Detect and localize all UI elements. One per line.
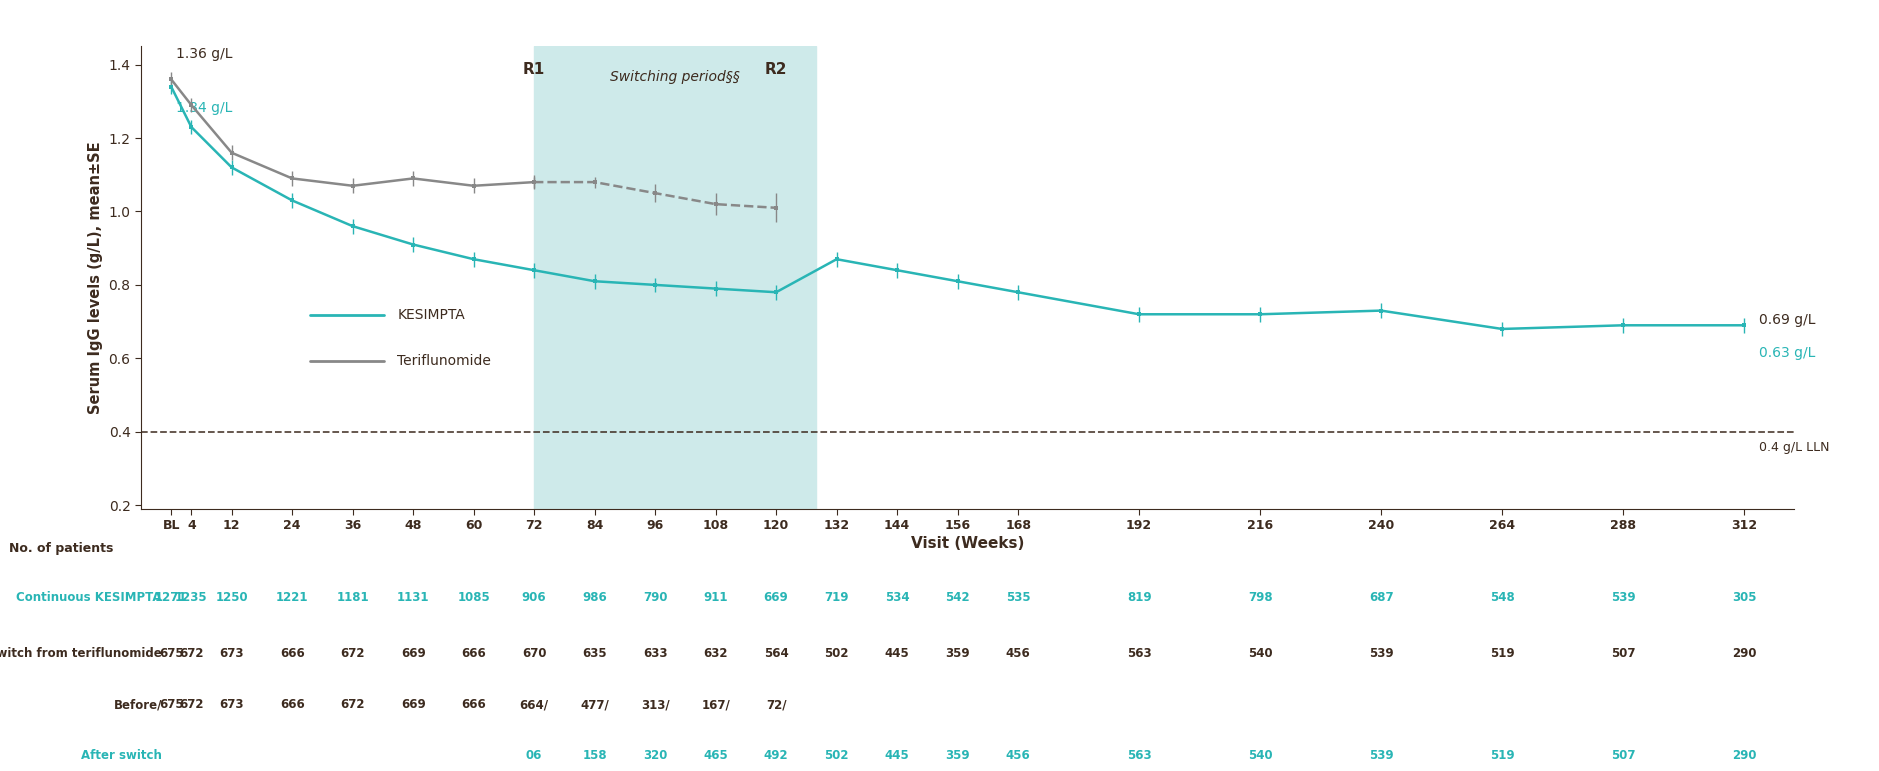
Text: 666: 666 xyxy=(460,648,487,661)
Text: 539: 539 xyxy=(1610,591,1635,604)
Text: 672: 672 xyxy=(179,648,203,661)
Text: 666: 666 xyxy=(280,648,304,661)
Text: 911: 911 xyxy=(703,591,727,604)
Text: 1250: 1250 xyxy=(216,591,248,604)
Text: 290: 290 xyxy=(1732,648,1757,661)
Text: 507: 507 xyxy=(1610,648,1635,661)
Text: 687: 687 xyxy=(1368,591,1394,604)
Text: 359: 359 xyxy=(945,648,970,661)
Text: 456: 456 xyxy=(1005,749,1030,763)
Text: 664/: 664/ xyxy=(520,699,549,712)
Text: 465: 465 xyxy=(703,749,727,763)
Text: 719: 719 xyxy=(825,591,849,604)
Text: 672: 672 xyxy=(340,699,365,712)
Text: Teriflunomide: Teriflunomide xyxy=(396,354,490,368)
Text: 0.4 g/L LLN: 0.4 g/L LLN xyxy=(1759,441,1830,454)
Text: 158: 158 xyxy=(582,749,607,763)
Text: 540: 540 xyxy=(1248,648,1272,661)
Text: 0.69 g/L: 0.69 g/L xyxy=(1759,313,1815,327)
Text: 72/: 72/ xyxy=(767,699,787,712)
Text: 1221: 1221 xyxy=(276,591,308,604)
Text: 548: 548 xyxy=(1490,591,1514,604)
Text: 519: 519 xyxy=(1490,648,1514,661)
Text: Continuous KESIMPTA: Continuous KESIMPTA xyxy=(17,591,162,604)
Text: 167/: 167/ xyxy=(701,699,731,712)
Y-axis label: Serum IgG levels (g/L), mean±SE: Serum IgG levels (g/L), mean±SE xyxy=(88,141,103,414)
Text: 666: 666 xyxy=(280,699,304,712)
Text: 819: 819 xyxy=(1127,591,1152,604)
Text: After switch: After switch xyxy=(81,749,162,763)
Text: Before/: Before/ xyxy=(113,699,162,712)
Text: 320: 320 xyxy=(643,749,667,763)
Text: 542: 542 xyxy=(945,591,970,604)
Text: 359: 359 xyxy=(945,749,970,763)
Text: 669: 669 xyxy=(400,699,425,712)
Text: 305: 305 xyxy=(1732,591,1757,604)
Text: 906: 906 xyxy=(522,591,547,604)
Text: 0.63 g/L: 0.63 g/L xyxy=(1759,346,1815,360)
Text: Switch from teriflunomide: Switch from teriflunomide xyxy=(0,648,162,661)
Text: 563: 563 xyxy=(1127,749,1152,763)
Text: 445: 445 xyxy=(885,749,909,763)
Text: 1131: 1131 xyxy=(396,591,430,604)
Text: 673: 673 xyxy=(220,648,244,661)
Text: 477/: 477/ xyxy=(581,699,609,712)
Text: 1181: 1181 xyxy=(336,591,368,604)
Text: 672: 672 xyxy=(179,699,203,712)
Text: 632: 632 xyxy=(703,648,727,661)
Text: 1.36 g/L: 1.36 g/L xyxy=(177,47,233,61)
Text: 507: 507 xyxy=(1610,749,1635,763)
Text: 535: 535 xyxy=(1005,591,1030,604)
Text: 445: 445 xyxy=(885,648,909,661)
Text: KESIMPTA: KESIMPTA xyxy=(396,308,464,322)
Text: 519: 519 xyxy=(1490,749,1514,763)
Text: 456: 456 xyxy=(1005,648,1030,661)
Text: 564: 564 xyxy=(763,648,789,661)
Text: 666: 666 xyxy=(460,699,487,712)
Text: 502: 502 xyxy=(825,749,849,763)
Text: 1271: 1271 xyxy=(154,591,188,604)
Text: 673: 673 xyxy=(220,699,244,712)
Text: R1: R1 xyxy=(522,62,545,77)
Text: 563: 563 xyxy=(1127,648,1152,661)
Text: 798: 798 xyxy=(1248,591,1272,604)
Text: 1.34 g/L: 1.34 g/L xyxy=(177,101,233,116)
Text: 790: 790 xyxy=(643,591,667,604)
Text: 534: 534 xyxy=(885,591,909,604)
Text: 635: 635 xyxy=(582,648,607,661)
X-axis label: Visit (Weeks): Visit (Weeks) xyxy=(911,536,1024,550)
Text: 669: 669 xyxy=(763,591,789,604)
Text: R2: R2 xyxy=(765,62,787,77)
Text: 313/: 313/ xyxy=(641,699,669,712)
Text: 492: 492 xyxy=(763,749,789,763)
Text: 670: 670 xyxy=(522,648,547,661)
Text: 1085: 1085 xyxy=(457,591,490,604)
Text: 502: 502 xyxy=(825,648,849,661)
Text: 672: 672 xyxy=(340,648,365,661)
Text: No. of patients: No. of patients xyxy=(9,542,115,555)
Text: 290: 290 xyxy=(1732,749,1757,763)
Text: 669: 669 xyxy=(400,648,425,661)
Text: Switching period§§: Switching period§§ xyxy=(611,70,740,84)
Text: 539: 539 xyxy=(1368,648,1394,661)
Text: 675: 675 xyxy=(160,648,184,661)
Text: 540: 540 xyxy=(1248,749,1272,763)
Text: 633: 633 xyxy=(643,648,667,661)
Text: 675: 675 xyxy=(160,699,184,712)
Text: 06: 06 xyxy=(526,749,543,763)
Text: 986: 986 xyxy=(582,591,607,604)
Text: 539: 539 xyxy=(1368,749,1394,763)
Text: 1235: 1235 xyxy=(175,591,209,604)
Bar xyxy=(534,46,817,509)
